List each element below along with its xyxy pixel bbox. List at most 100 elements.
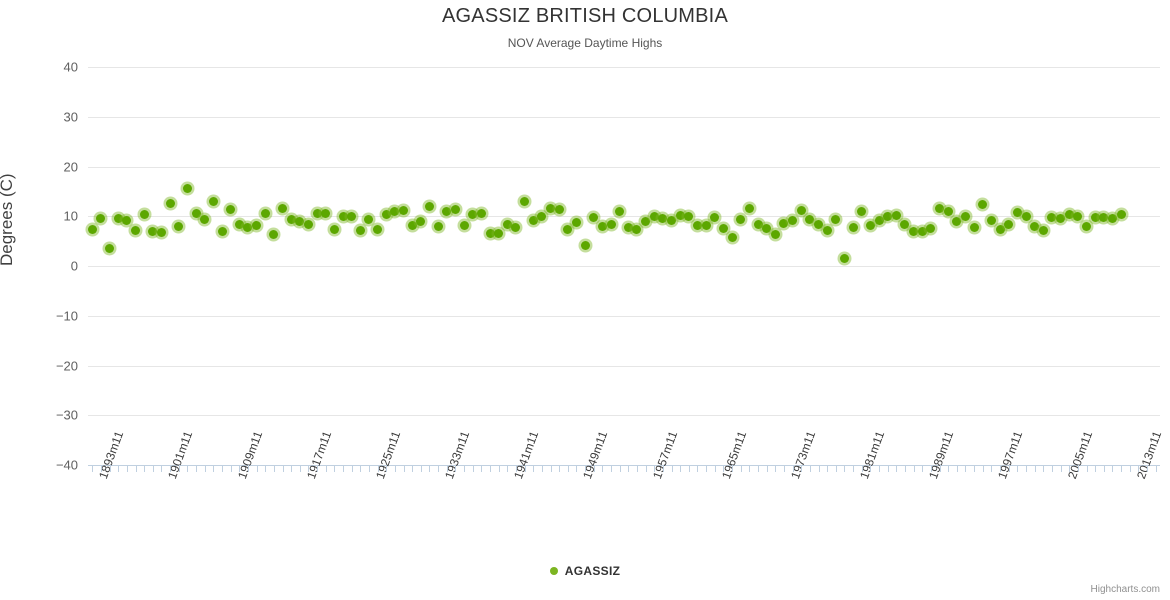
scatter-point[interactable] (295, 216, 305, 226)
scatter-point[interactable] (139, 209, 149, 219)
scatter-point[interactable] (900, 220, 910, 230)
scatter-point[interactable] (692, 221, 702, 231)
scatter-point[interactable] (468, 210, 478, 220)
scatter-point[interactable] (865, 221, 875, 231)
scatter-point[interactable] (122, 216, 132, 226)
scatter-point[interactable] (407, 220, 417, 230)
scatter-point[interactable] (606, 220, 616, 230)
scatter-point[interactable] (156, 227, 166, 237)
scatter-point[interactable] (113, 214, 123, 224)
scatter-point[interactable] (788, 215, 798, 225)
scatter-point[interactable] (226, 204, 236, 214)
scatter-point[interactable] (476, 208, 486, 218)
scatter-point[interactable] (814, 220, 824, 230)
scatter-point[interactable] (848, 223, 858, 233)
scatter-point[interactable] (805, 214, 815, 224)
scatter-point[interactable] (623, 222, 633, 232)
scatter-point[interactable] (174, 221, 184, 231)
scatter-point[interactable] (286, 215, 296, 225)
scatter-point[interactable] (1004, 220, 1014, 230)
scatter-point[interactable] (459, 221, 469, 231)
scatter-point[interactable] (243, 222, 253, 232)
scatter-point[interactable] (632, 224, 642, 234)
scatter-point[interactable] (667, 215, 677, 225)
scatter-point[interactable] (1064, 210, 1074, 220)
scatter-point[interactable] (234, 219, 244, 229)
scatter-point[interactable] (442, 207, 452, 217)
scatter-point[interactable] (615, 206, 625, 216)
scatter-point[interactable] (969, 222, 979, 232)
scatter-point[interactable] (87, 225, 97, 235)
scatter-point[interactable] (1116, 210, 1126, 220)
scatter-point[interactable] (571, 218, 581, 228)
scatter-point[interactable] (338, 212, 348, 222)
scatter-point[interactable] (822, 225, 832, 235)
scatter-point[interactable] (935, 204, 945, 214)
scatter-point[interactable] (494, 228, 504, 238)
scatter-point[interactable] (909, 226, 919, 236)
scatter-point[interactable] (1047, 213, 1057, 223)
scatter-point[interactable] (554, 205, 564, 215)
scatter-point[interactable] (1012, 207, 1022, 217)
scatter-point[interactable] (511, 222, 521, 232)
scatter-point[interactable] (986, 216, 996, 226)
scatter-point[interactable] (641, 217, 651, 227)
scatter-point[interactable] (874, 216, 884, 226)
scatter-point[interactable] (701, 220, 711, 230)
scatter-point[interactable] (303, 220, 313, 230)
scatter-point[interactable] (131, 225, 141, 235)
scatter-point[interactable] (399, 206, 409, 216)
scatter-point[interactable] (260, 208, 270, 218)
scatter-point[interactable] (182, 183, 192, 193)
highcharts-credits[interactable]: Highcharts.com (1090, 584, 1160, 595)
scatter-point[interactable] (1073, 211, 1083, 221)
scatter-point[interactable] (364, 214, 374, 224)
scatter-point[interactable] (1030, 221, 1040, 231)
scatter-point[interactable] (658, 214, 668, 224)
scatter-point[interactable] (485, 228, 495, 238)
scatter-point[interactable] (710, 213, 720, 223)
scatter-point[interactable] (433, 221, 443, 231)
scatter-point[interactable] (839, 254, 849, 264)
scatter-point[interactable] (744, 203, 754, 213)
scatter-point[interactable] (373, 224, 383, 234)
scatter-point[interactable] (520, 196, 530, 206)
scatter-point[interactable] (563, 225, 573, 235)
scatter-point[interactable] (355, 225, 365, 235)
scatter-point[interactable] (347, 211, 357, 221)
scatter-point[interactable] (546, 204, 556, 214)
scatter-point[interactable] (978, 199, 988, 209)
scatter-point[interactable] (502, 220, 512, 230)
scatter-point[interactable] (891, 210, 901, 220)
scatter-point[interactable] (200, 215, 210, 225)
scatter-point[interactable] (217, 226, 227, 236)
scatter-point[interactable] (1021, 211, 1031, 221)
scatter-point[interactable] (1082, 221, 1092, 231)
scatter-point[interactable] (191, 208, 201, 218)
scatter-point[interactable] (736, 215, 746, 225)
scatter-point[interactable] (580, 240, 590, 250)
scatter-point[interactable] (1090, 212, 1100, 222)
scatter-point[interactable] (597, 222, 607, 232)
scatter-point[interactable] (416, 216, 426, 226)
scatter-point[interactable] (943, 207, 953, 217)
scatter-point[interactable] (960, 211, 970, 221)
scatter-point[interactable] (1056, 214, 1066, 224)
scatter-point[interactable] (649, 212, 659, 222)
scatter-point[interactable] (857, 207, 867, 217)
scatter-point[interactable] (381, 209, 391, 219)
scatter-point[interactable] (779, 219, 789, 229)
scatter-point[interactable] (424, 201, 434, 211)
scatter-point[interactable] (995, 225, 1005, 235)
scatter-point[interactable] (796, 205, 806, 215)
scatter-point[interactable] (589, 212, 599, 222)
scatter-point[interactable] (1107, 214, 1117, 224)
scatter-point[interactable] (917, 227, 927, 237)
scatter-point[interactable] (528, 216, 538, 226)
scatter-point[interactable] (753, 220, 763, 230)
scatter-point[interactable] (762, 223, 772, 233)
scatter-point[interactable] (450, 204, 460, 214)
scatter-point[interactable] (269, 230, 279, 240)
scatter-point[interactable] (278, 203, 288, 213)
legend-item-agassiz[interactable]: AGASSIZ (549, 563, 620, 578)
